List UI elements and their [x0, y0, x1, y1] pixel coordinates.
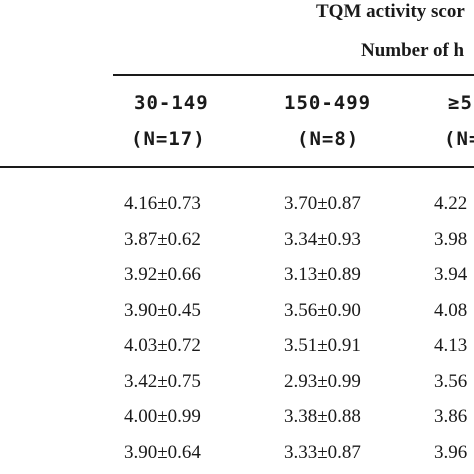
table-cell: 3.90±0.45: [124, 300, 201, 321]
table-cell: 3.56: [434, 371, 468, 392]
table-cell: 3.94: [434, 264, 468, 285]
table-cell: 3.38±0.88: [284, 406, 361, 427]
table-cell: 3.92±0.66: [124, 264, 201, 285]
table-cell: 2.93±0.99: [284, 371, 361, 392]
table-cell: 3.90±0.64: [124, 442, 201, 463]
table-cell: 4.13: [434, 335, 468, 356]
body-rule: [0, 166, 474, 168]
table-cell: 3.96: [434, 442, 468, 463]
table-cell: 3.13±0.89: [284, 264, 361, 285]
column-2-n: (N=8): [297, 128, 360, 150]
column-3-range: ≥5: [448, 92, 473, 114]
table-cell: 3.33±0.87: [284, 442, 361, 463]
column-1-n: (N=17): [131, 128, 206, 150]
table-cell: 3.70±0.87: [284, 193, 361, 214]
table-cell: 4.16±0.73: [124, 193, 201, 214]
table-cell: 3.87±0.62: [124, 229, 201, 250]
header-rule: [113, 74, 474, 76]
table-cell: 4.22: [434, 193, 468, 214]
table-cell: 3.51±0.91: [284, 335, 361, 356]
table-cell: 3.56±0.90: [284, 300, 361, 321]
table-cell: 4.00±0.99: [124, 406, 201, 427]
table-subtitle: Number of h: [361, 40, 465, 61]
table-cell: 3.34±0.93: [284, 229, 361, 250]
table-cell: 3.98: [434, 229, 468, 250]
table-title: TQM activity scor: [316, 1, 465, 22]
table-cell: 4.08: [434, 300, 468, 321]
table-cell: 4.03±0.72: [124, 335, 201, 356]
column-2-range: 150-499: [284, 92, 372, 114]
column-3-n: (N=: [444, 128, 474, 150]
table-cell: 3.86: [434, 406, 468, 427]
column-1-range: 30-149: [134, 92, 209, 114]
table-cell: 3.42±0.75: [124, 371, 201, 392]
